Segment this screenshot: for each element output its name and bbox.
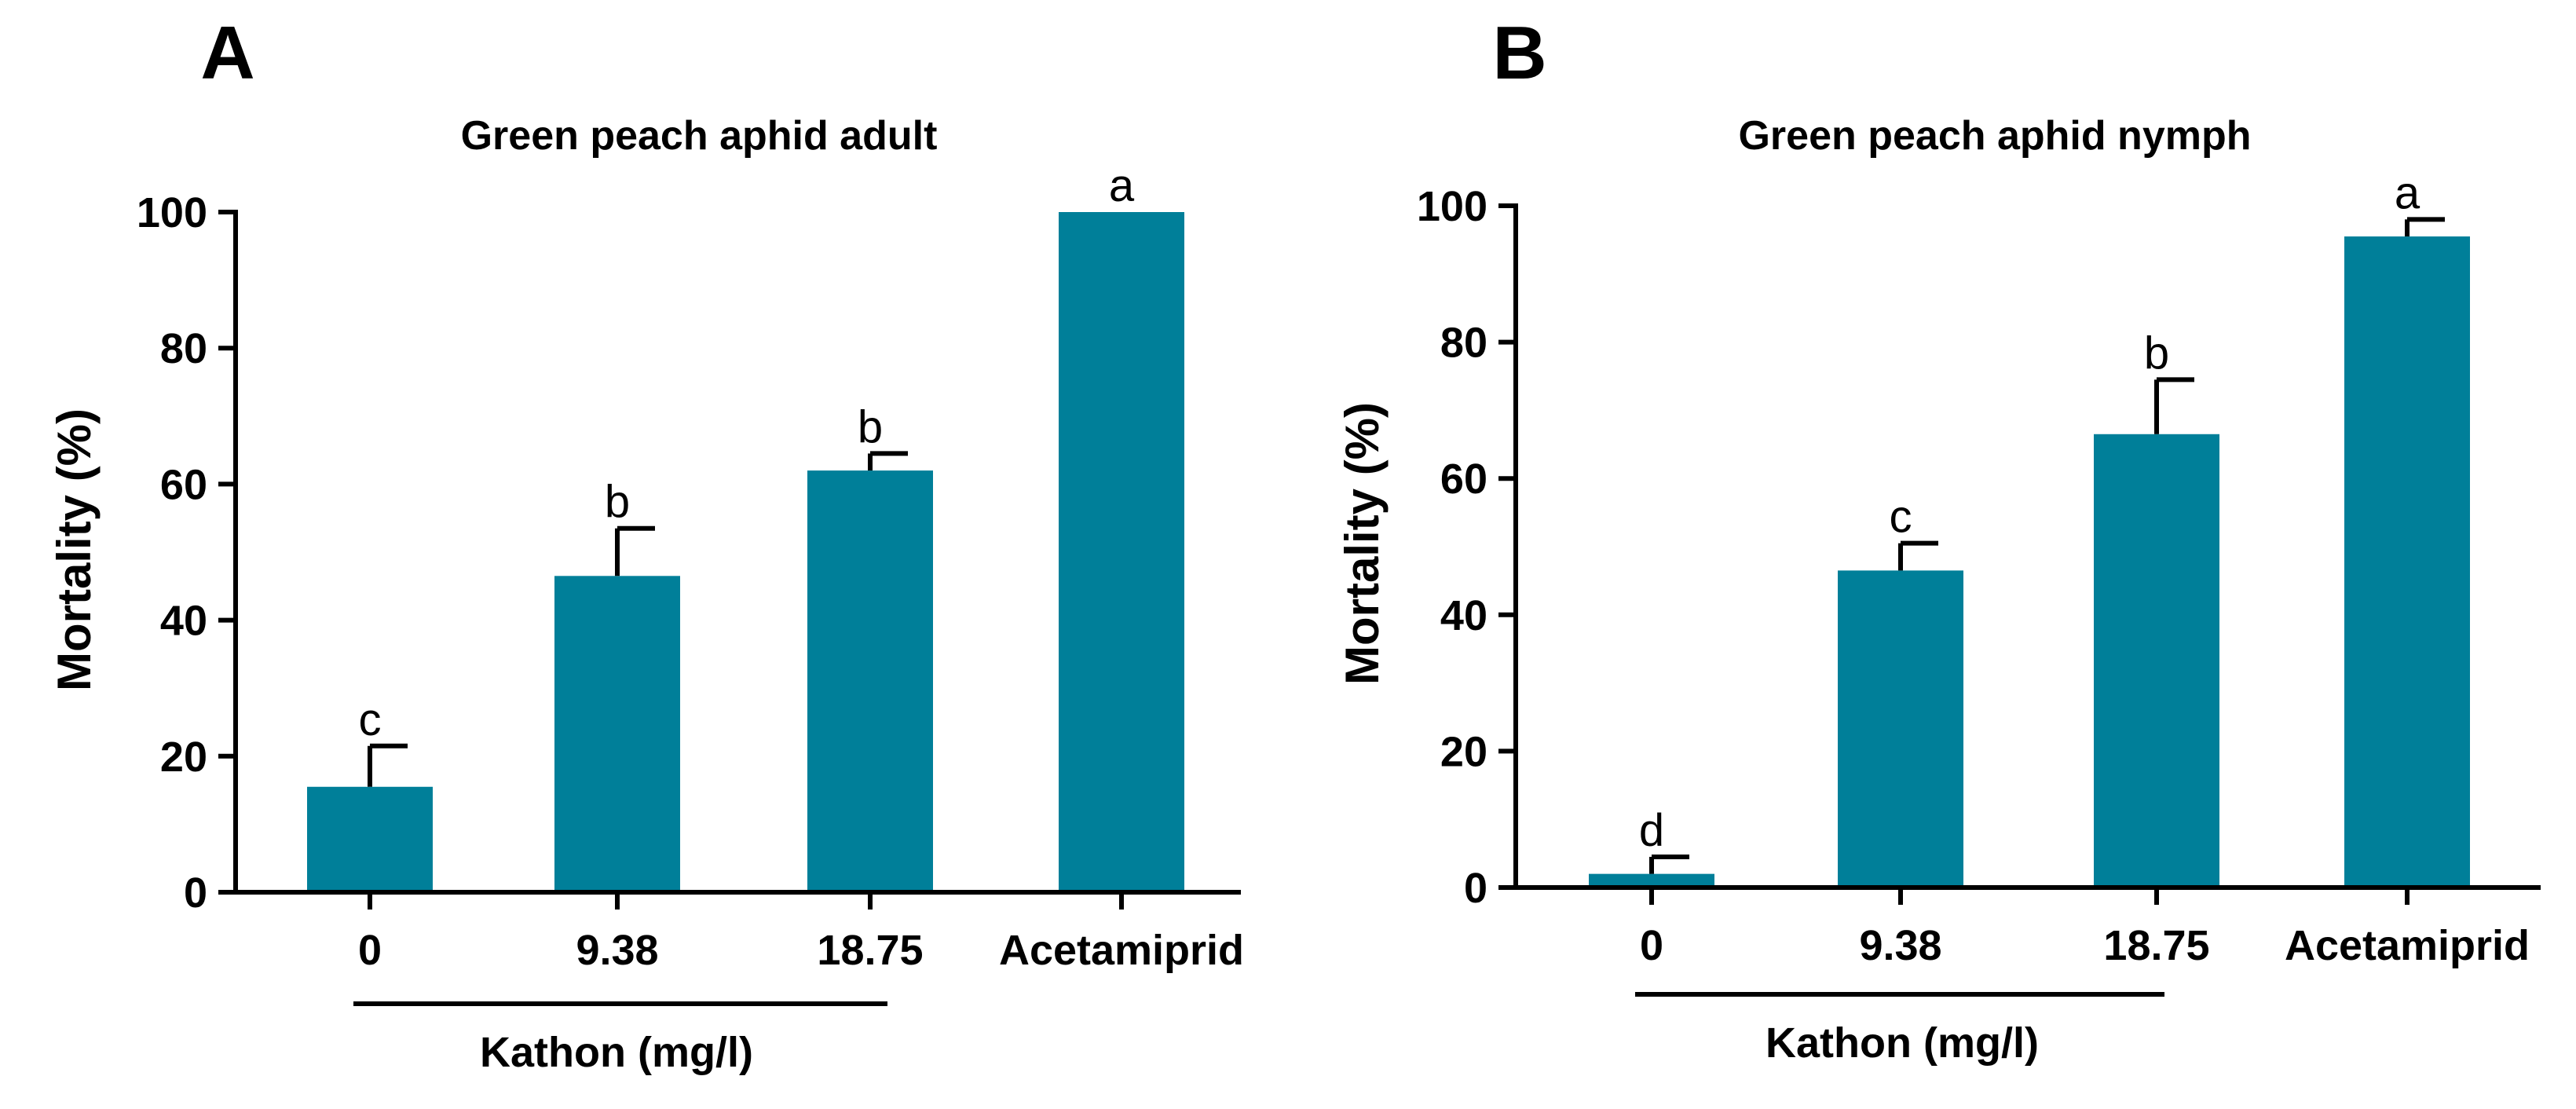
- panel-b: B Green peach aphid nymph Mortality (%) d c b…: [1336, 11, 2541, 1067]
- y-tick-label: 60: [160, 461, 207, 508]
- y-tick-label: 100: [137, 189, 207, 236]
- x-tick-label: 9.38: [1859, 922, 1941, 969]
- chart-title: Green peach aphid nymph: [1738, 113, 2251, 159]
- group-label: Kathon (mg/l): [1766, 1019, 2039, 1067]
- bar: [2094, 434, 2219, 888]
- y-tick-label: 80: [160, 325, 207, 372]
- significance-label: d: [1639, 805, 1664, 856]
- x-tick-label: 18.75: [817, 927, 923, 974]
- x-tick-label: 9.38: [576, 927, 658, 974]
- y-tick-label: 40: [1440, 592, 1487, 639]
- significance-label: b: [605, 477, 630, 528]
- panel-letter: B: [1492, 11, 1546, 95]
- panel-letter: A: [200, 11, 254, 95]
- x-tick-label: Acetamiprid: [2285, 922, 2530, 969]
- bar: [554, 576, 680, 892]
- bar: [807, 470, 933, 892]
- y-tick-label: 20: [160, 734, 207, 781]
- bar: [307, 786, 433, 892]
- significance-label: a: [2395, 167, 2420, 218]
- y-tick-label: 0: [1464, 865, 1487, 912]
- bar: [2344, 236, 2470, 888]
- y-tick-label: 0: [184, 869, 207, 917]
- bar: [1059, 212, 1184, 892]
- x-tick-label: Acetamiprid: [999, 927, 1244, 974]
- chart-title: Green peach aphid adult: [461, 113, 938, 159]
- group-label: Kathon (mg/l): [480, 1029, 753, 1076]
- y-axis-label: Mortality (%): [1336, 402, 1389, 685]
- significance-label: a: [1109, 160, 1135, 211]
- x-tick-label: 0: [1640, 922, 1663, 969]
- y-axis-label: Mortality (%): [48, 408, 101, 691]
- x-tick-label: 0: [358, 927, 382, 974]
- bar: [1838, 570, 1963, 888]
- y-tick-label: 80: [1440, 320, 1487, 367]
- bar: [1589, 873, 1714, 888]
- significance-label: b: [858, 401, 883, 452]
- significance-label: c: [1890, 492, 1912, 543]
- y-tick-label: 60: [1440, 456, 1487, 503]
- significance-label: c: [359, 694, 382, 745]
- panel-a: A Green peach aphid adult Mortality (%) c b b…: [48, 11, 1244, 1076]
- y-tick-label: 20: [1440, 728, 1487, 775]
- significance-label: b: [2144, 328, 2169, 379]
- y-tick-label: 100: [1417, 183, 1487, 230]
- y-tick-label: 40: [160, 598, 207, 645]
- x-tick-label: 18.75: [2103, 922, 2209, 969]
